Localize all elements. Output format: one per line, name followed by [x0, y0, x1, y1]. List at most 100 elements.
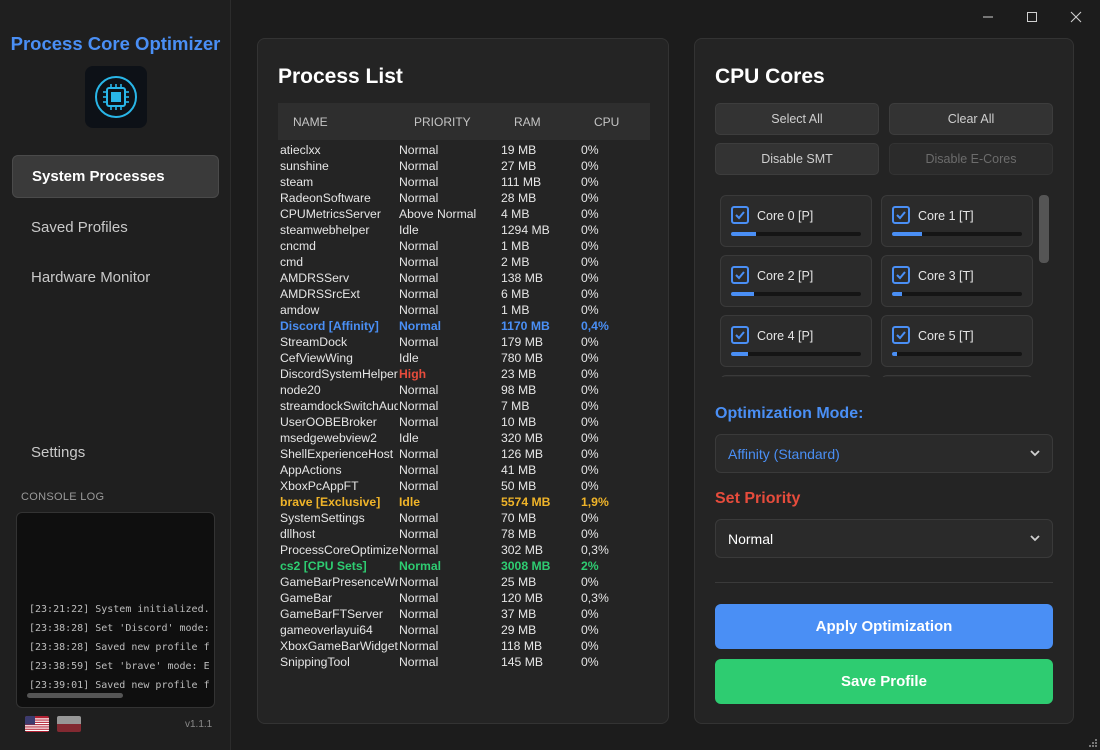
process-ram: 23 MB — [501, 367, 537, 381]
process-priority: Normal — [399, 639, 439, 653]
process-cpu: 0% — [581, 383, 599, 397]
process-row[interactable]: RadeonSoftware Normal 28 MB 0% — [280, 190, 652, 206]
core-checkbox[interactable] — [731, 206, 749, 224]
process-row[interactable]: node20 Normal 98 MB 0% — [280, 382, 652, 398]
save-profile-button[interactable]: Save Profile — [715, 659, 1053, 704]
process-ram: 145 MB — [501, 655, 544, 669]
set-priority-value: Normal — [728, 530, 774, 547]
process-row[interactable]: ShellExperienceHost Normal 126 MB 0% — [280, 446, 652, 462]
process-row[interactable]: GameBar Normal 120 MB 0,3% — [280, 590, 652, 606]
core-card[interactable]: Core 2 [P] — [720, 255, 872, 307]
process-row[interactable]: AMDRSSrcExt Normal 6 MB 0% — [280, 286, 652, 302]
process-row[interactable]: atieclxx Normal 19 MB 0% — [280, 142, 652, 158]
core-card[interactable] — [720, 375, 872, 377]
process-ram: 1 MB — [501, 239, 530, 253]
us-flag-icon[interactable] — [25, 716, 49, 732]
process-cpu: 0% — [581, 447, 599, 461]
apply-optimization-button[interactable]: Apply Optimization — [715, 604, 1053, 649]
process-row[interactable]: XboxGameBarWidgets Normal 118 MB 0% — [280, 638, 652, 654]
process-priority: Normal — [399, 399, 439, 413]
nav-hardware-monitor[interactable]: Hardware Monitor — [31, 269, 151, 286]
nav-system-processes[interactable]: System Processes — [12, 155, 219, 198]
process-row[interactable]: UserOOBEBroker Normal 10 MB 0% — [280, 414, 652, 430]
nav-saved-profiles[interactable]: Saved Profiles — [31, 219, 128, 236]
process-cpu: 0% — [581, 191, 599, 205]
process-priority: Normal — [399, 239, 439, 253]
process-cpu: 0% — [581, 655, 599, 669]
pl-flag-icon[interactable] — [57, 716, 81, 732]
process-row[interactable]: AMDRSServ Normal 138 MB 0% — [280, 270, 652, 286]
resize-grip-icon[interactable] — [1086, 736, 1098, 748]
col-name-header[interactable]: NAME — [293, 115, 328, 129]
process-name: brave [Exclusive] — [280, 495, 381, 509]
console-scrollbar[interactable] — [27, 693, 123, 698]
clear-all-button[interactable]: Clear All — [889, 103, 1053, 135]
process-row[interactable]: AppActions Normal 41 MB 0% — [280, 462, 652, 478]
process-row[interactable]: steamwebhelper Idle 1294 MB 0% — [280, 222, 652, 238]
core-card[interactable]: Core 1 [T] — [881, 195, 1033, 247]
process-row[interactable]: CPUMetricsServer Above Normal 4 MB 0% — [280, 206, 652, 222]
core-card[interactable] — [881, 375, 1033, 377]
process-row[interactable]: ProcessCoreOptimizer Normal 302 MB 0,3% — [280, 542, 652, 558]
core-label: Core 1 [T] — [918, 209, 974, 223]
process-row[interactable]: amdow Normal 1 MB 0% — [280, 302, 652, 318]
col-cpu-header[interactable]: CPU — [594, 115, 620, 129]
process-cpu: 0% — [581, 527, 599, 541]
console-log-label: CONSOLE LOG — [21, 491, 105, 503]
nav-settings[interactable]: Settings — [31, 444, 86, 461]
process-row[interactable]: dllhost Normal 78 MB 0% — [280, 526, 652, 542]
core-checkbox[interactable] — [892, 326, 910, 344]
process-row[interactable]: cmd Normal 2 MB 0% — [280, 254, 652, 270]
maximize-icon[interactable] — [1021, 6, 1043, 28]
console-lines: [23:21:22] System initialized. [23:38:28]… — [29, 600, 213, 695]
process-row[interactable]: DiscordSystemHelper High 23 MB 0% — [280, 366, 652, 382]
process-row[interactable]: XboxPcAppFT Normal 50 MB 0% — [280, 478, 652, 494]
console-log[interactable]: [23:21:22] System initialized. [23:38:28]… — [16, 512, 215, 708]
close-icon[interactable] — [1065, 6, 1087, 28]
process-row[interactable]: SystemSettings Normal 70 MB 0% — [280, 510, 652, 526]
process-row[interactable]: Discord [Affinity] Normal 1170 MB 0,4% — [280, 318, 652, 334]
process-row[interactable]: CefViewWing Idle 780 MB 0% — [280, 350, 652, 366]
process-cpu: 0% — [581, 367, 599, 381]
process-row[interactable]: cs2 [CPU Sets] Normal 3008 MB 2% — [280, 558, 652, 574]
core-load-bar — [892, 232, 1022, 236]
disable-smt-button[interactable]: Disable SMT — [715, 143, 879, 175]
process-row[interactable]: msedgewebview2 Idle 320 MB 0% — [280, 430, 652, 446]
process-row[interactable]: StreamDock Normal 179 MB 0% — [280, 334, 652, 350]
process-row[interactable]: cncmd Normal 1 MB 0% — [280, 238, 652, 254]
process-row[interactable]: GameBarFTServer Normal 37 MB 0% — [280, 606, 652, 622]
process-row[interactable]: gameoverlayui64 Normal 29 MB 0% — [280, 622, 652, 638]
process-name: streamdockSwitchAud — [280, 399, 398, 413]
process-row[interactable]: steam Normal 111 MB 0% — [280, 174, 652, 190]
col-ram-header[interactable]: RAM — [514, 115, 541, 129]
core-card[interactable]: Core 4 [P] — [720, 315, 872, 367]
core-grid-scrollbar[interactable] — [1039, 195, 1049, 263]
set-priority-select[interactable]: Normal — [715, 519, 1053, 558]
process-name: ShellExperienceHost — [280, 447, 394, 461]
core-card[interactable]: Core 3 [T] — [881, 255, 1033, 307]
minimize-icon[interactable] — [977, 6, 999, 28]
core-card[interactable]: Core 5 [T] — [881, 315, 1033, 367]
core-checkbox[interactable] — [892, 266, 910, 284]
process-priority: Normal — [399, 383, 439, 397]
process-row[interactable]: GameBarPresenceWrit Normal 25 MB 0% — [280, 574, 652, 590]
process-table-body: atieclxx Normal 19 MB 0% sunshine Normal 27 MB… — [280, 142, 652, 670]
process-name: GameBar — [280, 591, 333, 605]
core-checkbox[interactable] — [731, 326, 749, 344]
process-priority: Normal — [399, 447, 439, 461]
process-name: cncmd — [280, 239, 316, 253]
core-card[interactable]: Core 0 [P] — [720, 195, 872, 247]
process-row[interactable]: SnippingTool Normal 145 MB 0% — [280, 654, 652, 670]
core-checkbox[interactable] — [731, 266, 749, 284]
process-row[interactable]: sunshine Normal 27 MB 0% — [280, 158, 652, 174]
core-checkbox[interactable] — [892, 206, 910, 224]
process-cpu: 0% — [581, 511, 599, 525]
console-line: [23:38:28] Set 'Discord' mode: A — [29, 623, 213, 634]
process-row[interactable]: brave [Exclusive] Idle 5574 MB 1,9% — [280, 494, 652, 510]
process-row[interactable]: streamdockSwitchAud Normal 7 MB 0% — [280, 398, 652, 414]
process-name: Discord [Affinity] — [280, 319, 379, 333]
process-priority: Normal — [399, 543, 439, 557]
select-all-button[interactable]: Select All — [715, 103, 879, 135]
col-priority-header[interactable]: PRIORITY — [414, 115, 471, 129]
optimization-mode-select[interactable]: Affinity (Standard) — [715, 434, 1053, 473]
